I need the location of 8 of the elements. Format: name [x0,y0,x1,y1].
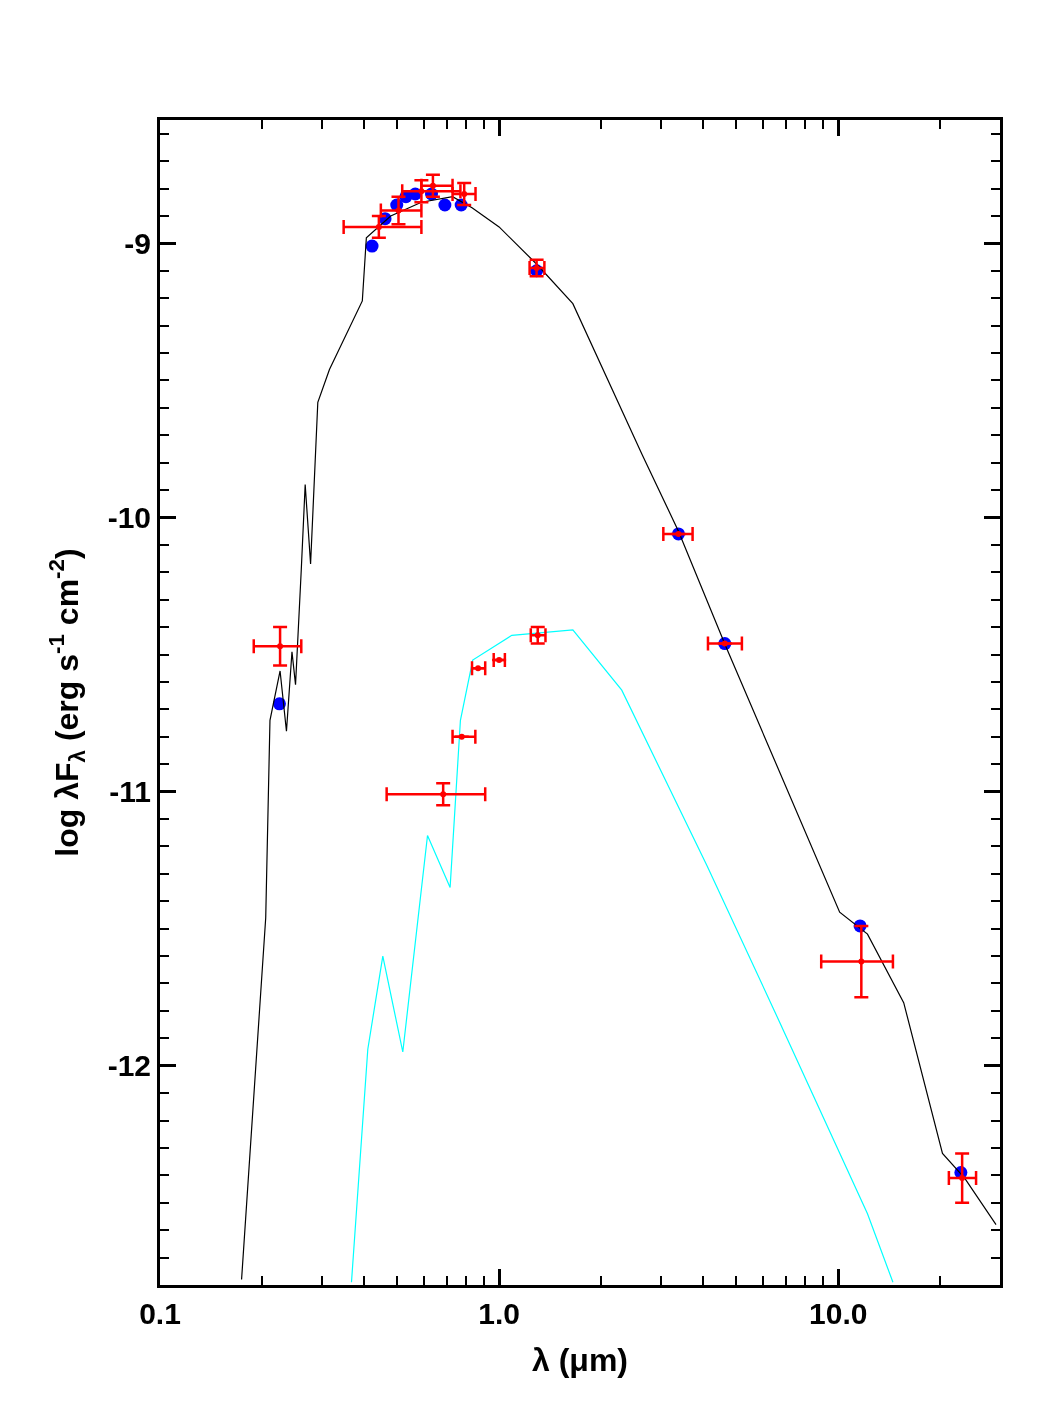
x-tick-label: 0.1 [139,1297,181,1330]
x-axis-title: λ (μm) [531,1341,629,1378]
x-tick-label: 10.0 [809,1297,868,1330]
y-tick-label: -10 [107,500,151,534]
y-tick-label: -12 [107,1049,151,1083]
y-tick-label: -9 [124,226,151,260]
y-tick-label: -11 [109,775,151,809]
x-tick-label: 1.0 [478,1297,520,1330]
